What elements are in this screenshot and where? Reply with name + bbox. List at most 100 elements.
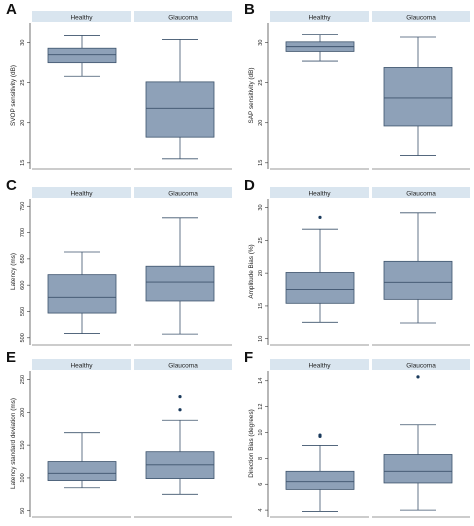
- y-axis-title: Latency (ms): [10, 253, 17, 290]
- y-tick-label: 100: [20, 473, 26, 482]
- box-glaucoma: [145, 39, 215, 160]
- y-tick-label: 500: [20, 333, 26, 342]
- category-label: Glaucoma: [168, 191, 198, 198]
- y-tick-label: 15: [258, 160, 264, 166]
- iqr-box: [383, 454, 453, 484]
- outlier-point: [416, 375, 420, 379]
- y-tick-label: 15: [258, 303, 264, 309]
- y-tick-label: 700: [20, 228, 26, 237]
- category-label: Glaucoma: [406, 15, 436, 22]
- y-tick-label: 15: [20, 160, 26, 166]
- y-tick-label: 25: [20, 80, 26, 86]
- panel-d: D Healthy Glaucoma 10 15 20 25 30 Amplitude Bias…: [244, 177, 470, 346]
- box-healthy: [285, 215, 355, 323]
- y-tick-label: 30: [258, 40, 264, 46]
- iqr-box: [145, 265, 215, 302]
- category-strip: [372, 11, 470, 22]
- box-glaucoma: [145, 395, 215, 495]
- y-axis-title: Direction Bias (degrees): [248, 409, 255, 478]
- outlier-point: [318, 215, 322, 219]
- iqr-box: [145, 81, 215, 138]
- y-tick-label: 8: [258, 457, 264, 460]
- panel-label: F: [244, 349, 253, 366]
- y-tick-label: 200: [20, 408, 26, 417]
- y-tick-label: 50: [20, 508, 26, 514]
- y-tick-label: 600: [20, 281, 26, 290]
- category-strip: [32, 359, 131, 370]
- y-axis-title: SAP sensitivity (dB): [248, 68, 255, 124]
- box-glaucoma: [383, 375, 453, 511]
- category-strip: [32, 11, 131, 22]
- category-label: Glaucoma: [406, 363, 436, 370]
- y-tick-label: 250: [20, 375, 26, 384]
- category-label: Healthy: [308, 15, 331, 22]
- y-tick-label: 25: [258, 80, 264, 86]
- panel-label: D: [244, 177, 255, 194]
- category-label: Glaucoma: [168, 363, 198, 370]
- outlier-point: [178, 408, 182, 412]
- y-tick-label: 10: [258, 429, 264, 435]
- category-strip: [372, 359, 470, 370]
- category-label: Healthy: [308, 363, 331, 370]
- iqr-box: [47, 47, 117, 64]
- y-tick-label: 30: [20, 40, 26, 46]
- y-tick-label: 550: [20, 307, 26, 316]
- y-tick-label: 30: [258, 204, 264, 210]
- box-healthy: [47, 432, 117, 489]
- panel-f: F Healthy Glaucoma 4 6 8 10 12 14 Direction Bias …: [244, 349, 470, 518]
- y-tick-label: 20: [20, 120, 26, 126]
- iqr-box: [383, 67, 453, 127]
- category-strip: [32, 187, 131, 198]
- box-glaucoma: [145, 217, 215, 335]
- y-tick-label: 650: [20, 254, 26, 263]
- category-strip: [270, 11, 369, 22]
- y-tick-label: 12: [258, 404, 264, 410]
- category-label: Healthy: [70, 191, 93, 198]
- outlier-point: [318, 433, 322, 437]
- box-healthy: [285, 34, 355, 62]
- iqr-box: [47, 274, 117, 314]
- category-strip: [134, 187, 232, 198]
- category-strip: [134, 359, 232, 370]
- category-label: Glaucoma: [168, 15, 198, 22]
- iqr-box: [47, 461, 117, 481]
- panel-label: B: [244, 1, 255, 18]
- y-axis-title: Amplitude Bias (%): [248, 244, 255, 298]
- iqr-box: [285, 272, 355, 304]
- y-axis-title: SVOP sensitivity (dB): [10, 65, 17, 126]
- panel-label: E: [6, 349, 16, 366]
- y-tick-label: 10: [258, 336, 264, 342]
- y-tick-label: 4: [258, 509, 264, 512]
- category-label: Healthy: [70, 363, 93, 370]
- box-healthy: [47, 35, 117, 77]
- box-glaucoma: [383, 36, 453, 156]
- outlier-point: [178, 395, 182, 399]
- box-healthy: [285, 433, 355, 512]
- y-axis-title: Latency standard deviation (ms): [10, 398, 17, 489]
- panel-a: A Healthy Glaucoma 15 20 25 30 SVOP sensitivity…: [6, 1, 232, 170]
- y-tick-label: 20: [258, 120, 264, 126]
- y-tick-label: 150: [20, 440, 26, 449]
- category-label: Healthy: [70, 15, 93, 22]
- y-tick-label: 6: [258, 483, 264, 486]
- iqr-box: [285, 470, 355, 490]
- iqr-box: [383, 260, 453, 300]
- panel-label: C: [6, 177, 17, 194]
- category-label: Glaucoma: [406, 191, 436, 198]
- y-tick-label: 25: [258, 237, 264, 243]
- box-glaucoma: [383, 212, 453, 324]
- category-label: Healthy: [308, 191, 331, 198]
- category-strip: [372, 187, 470, 198]
- panel-b: B Healthy Glaucoma 15 20 25 30 SAP sensitivity …: [244, 1, 470, 170]
- y-tick-label: 20: [258, 270, 264, 276]
- category-strip: [270, 359, 369, 370]
- y-tick-label: 750: [20, 202, 26, 211]
- category-strip: [134, 11, 232, 22]
- y-tick-label: 14: [258, 378, 264, 384]
- category-strip: [270, 187, 369, 198]
- panel-c: C Healthy Glaucoma 500 550 600 650 700 750 Latenc…: [6, 177, 232, 346]
- panel-e: E Healthy Glaucoma 50 100 150 200 250 Latency st…: [6, 349, 232, 518]
- box-healthy: [47, 251, 117, 334]
- panel-label: A: [6, 1, 17, 18]
